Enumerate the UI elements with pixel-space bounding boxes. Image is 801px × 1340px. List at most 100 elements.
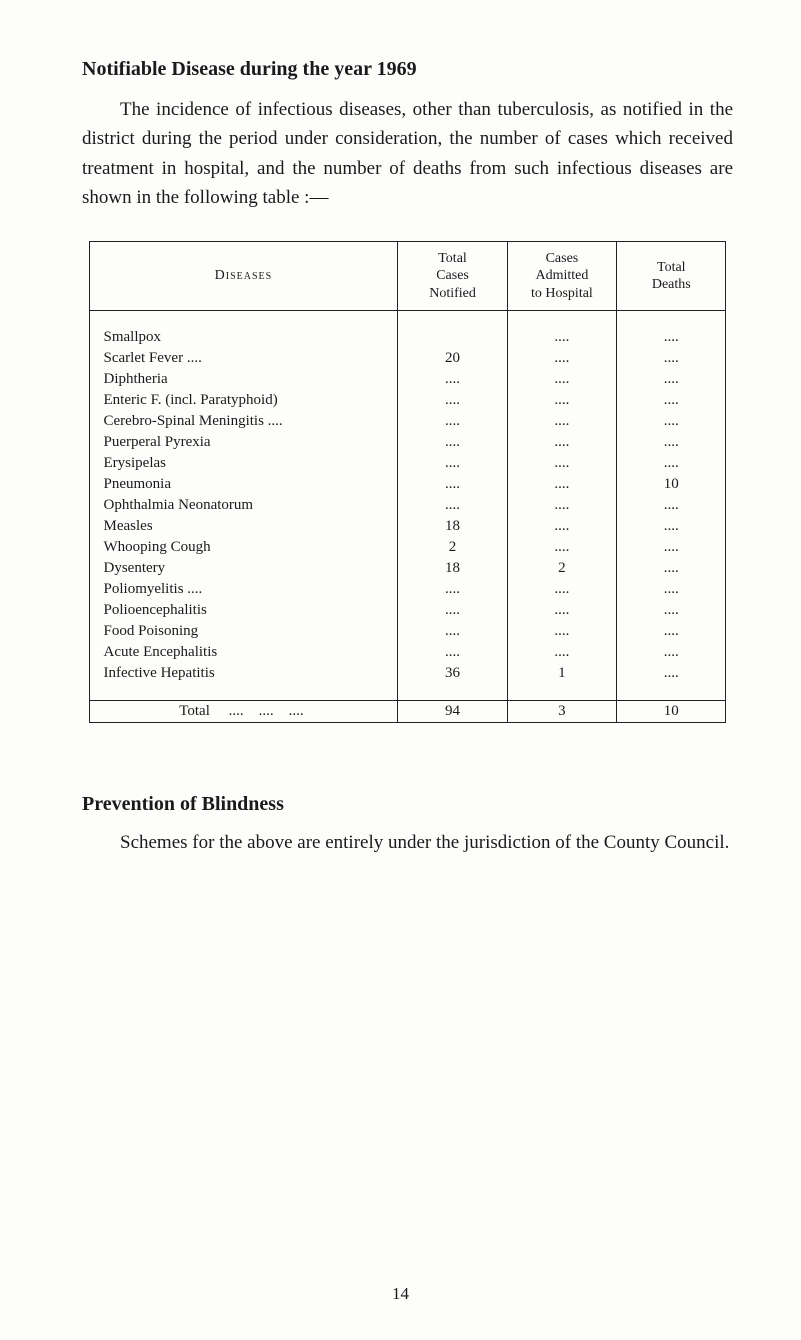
admitted-cell: ....	[507, 327, 616, 348]
disease-name-cell: Measles	[89, 516, 398, 537]
disease-name-cell: Diphtheria	[89, 369, 398, 390]
admitted-cell: ....	[507, 495, 616, 516]
total-label-text: Total	[179, 703, 210, 719]
admitted-cell: ....	[507, 537, 616, 558]
admitted-cell: ....	[507, 432, 616, 453]
deaths-cell: ....	[617, 495, 726, 516]
table-row: Measles18........	[89, 516, 726, 537]
table-total-row: Total .... .... .... 94 3 10	[89, 701, 726, 723]
disease-name-cell: Puerperal Pyrexia	[89, 432, 398, 453]
cases-cell: ....	[398, 579, 507, 600]
admitted-cell: ....	[507, 474, 616, 495]
table-row: Poliomyelitis ................	[89, 579, 726, 600]
spacer-row	[89, 684, 726, 701]
total-deaths: 10	[617, 701, 726, 723]
disease-name-cell: Enteric F. (incl. Paratyphoid)	[89, 390, 398, 411]
table-row: Scarlet Fever ....20........	[89, 348, 726, 369]
table-row: Acute Encephalitis............	[89, 642, 726, 663]
deaths-cell: ....	[617, 579, 726, 600]
deaths-cell: ....	[617, 432, 726, 453]
admitted-cell: ....	[507, 621, 616, 642]
cases-cell: ....	[398, 474, 507, 495]
deaths-cell: ....	[617, 516, 726, 537]
disease-name-cell: Infective Hepatitis	[89, 663, 398, 684]
disease-name-cell: Erysipelas	[89, 453, 398, 474]
intro-text: The incidence of infectious diseases, ot…	[82, 99, 733, 208]
admitted-cell: ....	[507, 390, 616, 411]
admitted-cell: ....	[507, 369, 616, 390]
admitted-cell: ....	[507, 579, 616, 600]
total-label: Total .... .... ....	[89, 701, 398, 723]
admitted-cell: 2	[507, 558, 616, 579]
disease-name-cell: Scarlet Fever ....	[89, 348, 398, 369]
header-diseases-label: Diseases	[215, 268, 273, 283]
table-body: Smallpox........Scarlet Fever ....20....…	[89, 327, 726, 684]
cases-cell: ....	[398, 369, 507, 390]
deaths-cell: ....	[617, 537, 726, 558]
admitted-cell: ....	[507, 348, 616, 369]
cases-cell: ....	[398, 495, 507, 516]
deaths-cell: ....	[617, 621, 726, 642]
table-row: Puerperal Pyrexia............	[89, 432, 726, 453]
header-deaths: Total Deaths	[617, 241, 726, 311]
total-admitted: 3	[507, 701, 616, 723]
header-admitted: Cases Admitted to Hospital	[507, 241, 616, 311]
admitted-cell: ....	[507, 453, 616, 474]
disease-name-cell: Poliomyelitis ....	[89, 579, 398, 600]
cases-cell: 2	[398, 537, 507, 558]
cases-cell: ....	[398, 621, 507, 642]
page-title: Notifiable Disease during the year 1969	[82, 58, 733, 81]
cases-cell: ....	[398, 390, 507, 411]
cases-cell: 18	[398, 516, 507, 537]
deaths-cell: ....	[617, 411, 726, 432]
header-total-cases: Total Cases Notified	[398, 241, 507, 311]
disease-name-cell: Dysentery	[89, 558, 398, 579]
table-row: Whooping Cough2........	[89, 537, 726, 558]
document-page: Notifiable Disease during the year 1969 …	[0, 0, 801, 1340]
deaths-cell: ....	[617, 558, 726, 579]
table-row: Polioencephalitis............	[89, 600, 726, 621]
table-row: Dysentery182....	[89, 558, 726, 579]
admitted-cell: ....	[507, 642, 616, 663]
disease-name-cell: Cerebro-Spinal Meningitis ....	[89, 411, 398, 432]
cases-cell: ....	[398, 411, 507, 432]
table-row: Food Poisoning............	[89, 621, 726, 642]
disease-table: Diseases Total Cases Notified Cases Admi…	[89, 241, 727, 724]
table-row: Diphtheria............	[89, 369, 726, 390]
deaths-cell: ....	[617, 390, 726, 411]
cases-cell: 36	[398, 663, 507, 684]
section-text: Schemes for the above are entirely under…	[120, 832, 729, 853]
admitted-cell: ....	[507, 411, 616, 432]
cases-cell: ....	[398, 453, 507, 474]
cases-cell: 18	[398, 558, 507, 579]
deaths-cell: ....	[617, 327, 726, 348]
header-diseases: Diseases	[89, 241, 398, 311]
cases-cell: ....	[398, 432, 507, 453]
deaths-cell: ....	[617, 348, 726, 369]
intro-paragraph: The incidence of infectious diseases, ot…	[82, 95, 733, 213]
cases-cell	[398, 327, 507, 348]
cases-cell: ....	[398, 642, 507, 663]
table-row: Pneumonia........10	[89, 474, 726, 495]
table-row: Infective Hepatitis361....	[89, 663, 726, 684]
table-row: Smallpox........	[89, 327, 726, 348]
spacer-row	[89, 311, 726, 328]
table-row: Ophthalmia Neonatorum............	[89, 495, 726, 516]
deaths-cell: ....	[617, 369, 726, 390]
deaths-cell: ....	[617, 663, 726, 684]
page-number: 14	[0, 1284, 801, 1304]
admitted-cell: ....	[507, 600, 616, 621]
table-row: Erysipelas............	[89, 453, 726, 474]
table-row: Cerebro-Spinal Meningitis ..............…	[89, 411, 726, 432]
deaths-cell: ....	[617, 453, 726, 474]
disease-name-cell: Pneumonia	[89, 474, 398, 495]
admitted-cell: ....	[507, 516, 616, 537]
disease-name-cell: Whooping Cough	[89, 537, 398, 558]
table-header-row: Diseases Total Cases Notified Cases Admi…	[89, 241, 726, 311]
deaths-cell: 10	[617, 474, 726, 495]
deaths-cell: ....	[617, 642, 726, 663]
deaths-cell: ....	[617, 600, 726, 621]
disease-name-cell: Food Poisoning	[89, 621, 398, 642]
section-paragraph: Schemes for the above are entirely under…	[82, 828, 733, 857]
section-title: Prevention of Blindness	[82, 793, 733, 816]
